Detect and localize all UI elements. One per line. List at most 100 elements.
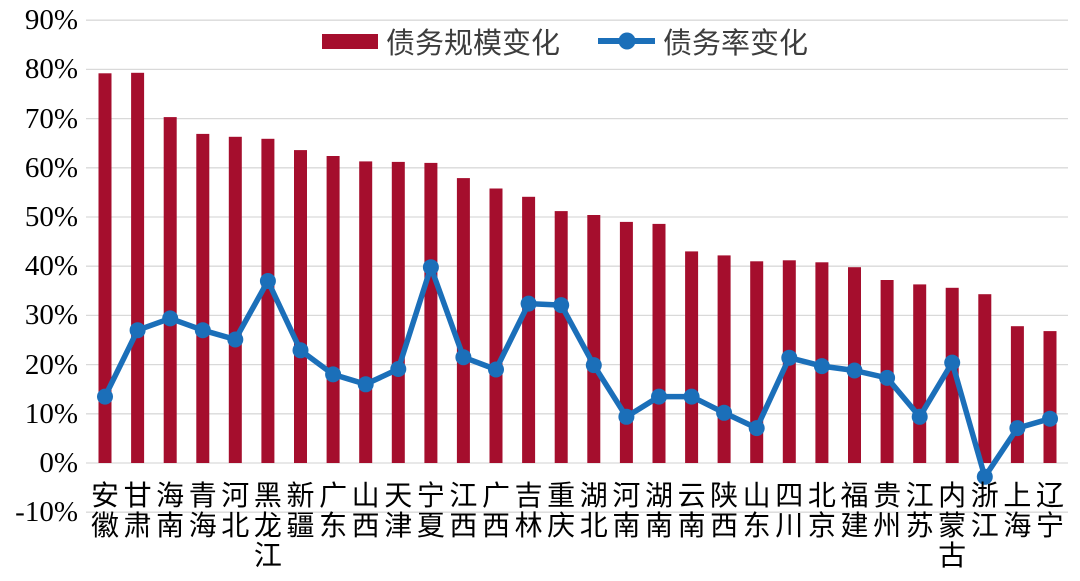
bar-安徽 (98, 73, 112, 464)
marker-广西 (488, 361, 504, 378)
bar-云南 (685, 251, 699, 463)
x-category-label-甘肃: 甘肃 (123, 481, 152, 542)
marker-湖南 (651, 388, 667, 405)
bar-湖南 (652, 223, 666, 463)
y-tick-label-70%: 70% (24, 102, 78, 135)
y-tick-label-90%: 90% (24, 4, 78, 37)
legend-line-marker-icon (618, 32, 636, 50)
legend-line-label: 债务率变化 (663, 28, 809, 60)
bar-河北 (228, 136, 242, 464)
bar-江西 (456, 178, 470, 463)
marker-黑龙江 (259, 273, 276, 289)
legend-bar-swatch-icon (322, 33, 378, 49)
y-tick-label-0%: 0% (39, 447, 78, 479)
marker-吉林 (520, 295, 537, 312)
line-series (97, 259, 1058, 485)
x-category-label-山西: 山西 (351, 481, 380, 542)
x-category-label-河南: 河南 (612, 481, 641, 542)
marker-福建 (846, 362, 863, 379)
x-category-label-重庆: 重庆 (547, 481, 576, 542)
x-category-label-海南: 海南 (156, 481, 185, 542)
bar-新疆 (294, 150, 307, 463)
x-category-label-湖北: 湖北 (579, 481, 608, 542)
bar-上海 (1010, 326, 1024, 463)
marker-安徽 (97, 388, 113, 405)
marker-浙江 (976, 468, 993, 485)
x-category-label-贵州: 贵州 (873, 481, 902, 542)
marker-辽宁 (1042, 410, 1058, 427)
bar-河南 (619, 221, 633, 463)
bar-宁夏 (424, 162, 438, 463)
x-category-label-北京: 北京 (807, 481, 836, 542)
bar-吉林 (522, 196, 536, 464)
x-category-label-陕西: 陕西 (710, 481, 739, 542)
marker-贵州 (879, 369, 896, 386)
bar-浙江 (978, 294, 992, 463)
marker-江西 (455, 349, 472, 366)
marker-四川 (781, 349, 798, 366)
x-category-label-浙江: 浙江 (970, 481, 999, 542)
bar-海南 (163, 117, 177, 463)
bar-湖北 (587, 215, 601, 463)
bar-series (98, 72, 1057, 464)
bar-陕西 (717, 255, 731, 463)
x-category-label-内蒙古: 内蒙古 (938, 481, 967, 572)
marker-上海 (1009, 420, 1026, 437)
y-tick-label-30%: 30% (24, 299, 78, 332)
marker-山东 (748, 420, 765, 437)
x-category-label-山东: 山东 (742, 481, 771, 542)
x-category-label-福建: 福建 (840, 481, 869, 542)
marker-河北 (227, 331, 244, 348)
marker-甘肃 (129, 322, 146, 339)
x-category-label-新疆: 新疆 (286, 481, 315, 542)
x-category-label-广东: 广东 (319, 481, 348, 542)
debt-rate-line (102, 264, 1053, 480)
marker-天津 (390, 361, 407, 377)
y-tick-label-60%: 60% (24, 151, 78, 184)
bar-天津 (391, 161, 405, 463)
x-category-label-上海: 上海 (1003, 481, 1032, 542)
marker-新疆 (292, 342, 309, 359)
y-tick-label--10%: -10% (15, 496, 78, 529)
bar-山东 (750, 261, 764, 463)
x-category-label-黑龙江: 黑龙江 (253, 481, 282, 572)
bar-重庆 (554, 211, 568, 463)
legend-bar-label: 债务规模变化 (386, 28, 561, 60)
marker-陕西 (716, 404, 733, 421)
bar-江苏 (913, 284, 927, 463)
marker-江苏 (911, 408, 928, 425)
x-category-label-宁夏: 宁夏 (416, 481, 445, 542)
marker-云南 (683, 388, 700, 405)
x-category-label-吉林: 吉林 (514, 481, 543, 542)
bar-青海 (196, 133, 210, 463)
bar-广西 (489, 188, 503, 463)
bar-甘肃 (131, 72, 145, 464)
y-tick-label-50%: 50% (24, 201, 78, 233)
y-tick-label-80%: 80% (24, 53, 78, 86)
y-tick-label-20%: 20% (24, 348, 78, 381)
bar-山西 (359, 161, 373, 463)
legend-line-swatch-icon (598, 32, 656, 50)
marker-重庆 (553, 297, 570, 314)
x-category-label-四川: 四川 (775, 481, 804, 542)
marker-湖北 (585, 357, 602, 374)
x-category-label-江西: 江西 (449, 481, 478, 542)
marker-河南 (618, 408, 635, 425)
x-category-label-河北: 河北 (221, 481, 250, 542)
x-category-label-广西: 广西 (481, 481, 510, 542)
bar-辽宁 (1043, 331, 1057, 463)
x-category-label-辽宁: 辽宁 (1035, 481, 1064, 542)
x-category-label-湖南: 湖南 (644, 481, 673, 542)
bar-内蒙古 (945, 287, 959, 463)
marker-宁夏 (422, 259, 439, 276)
y-tick-label-10%: 10% (24, 397, 78, 430)
bar-黑龙江 (261, 138, 275, 464)
x-category-label-青海: 青海 (188, 481, 217, 542)
x-category-label-天津: 天津 (384, 481, 413, 542)
x-category-label-安徽: 安徽 (90, 481, 119, 542)
legend: 债务规模变化 债务率变化 (322, 24, 808, 60)
marker-北京 (813, 358, 830, 375)
marker-山西 (357, 376, 374, 393)
